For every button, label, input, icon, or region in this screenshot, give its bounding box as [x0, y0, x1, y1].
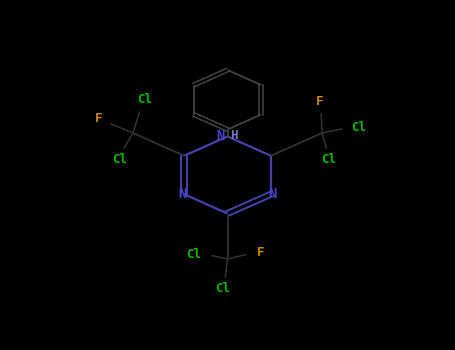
Text: F: F — [316, 95, 324, 108]
Text: Cl: Cl — [351, 121, 366, 134]
Text: N: N — [179, 187, 187, 201]
Text: N: N — [217, 129, 225, 143]
Text: Cl: Cl — [186, 248, 201, 261]
Text: Cl: Cl — [321, 153, 336, 166]
Text: Cl: Cl — [137, 93, 152, 106]
Text: H: H — [230, 129, 238, 142]
Text: N: N — [268, 187, 276, 201]
Text: Cl: Cl — [216, 282, 230, 295]
Text: F: F — [95, 112, 102, 125]
Text: Cl: Cl — [112, 153, 127, 166]
Text: F: F — [257, 246, 264, 259]
